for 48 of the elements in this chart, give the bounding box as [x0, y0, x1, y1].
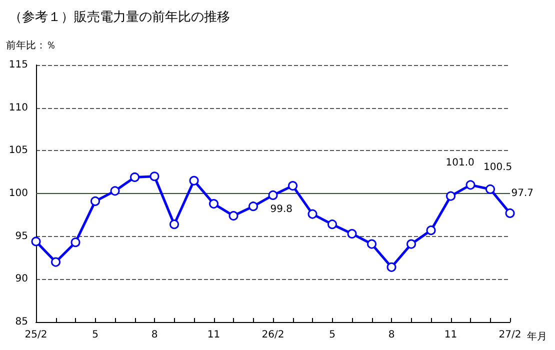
data-label: 100.5: [484, 162, 512, 173]
y-tick-label: 105: [8, 145, 28, 156]
point: [288, 181, 298, 191]
data-label: 101.0: [446, 158, 474, 169]
y-tick-label: 95: [15, 230, 28, 242]
point: [189, 176, 199, 186]
point: [51, 257, 60, 267]
point: [248, 202, 258, 212]
y-tick-label: 90: [15, 274, 28, 285]
point: [308, 209, 318, 219]
data-label: 97.7: [511, 188, 534, 199]
point: [228, 211, 238, 221]
point: [110, 186, 120, 196]
x-axis-title: 年月: [527, 330, 548, 342]
point: [406, 239, 416, 249]
data-label: 99.8: [270, 204, 293, 215]
point: [347, 229, 357, 239]
x-tick-label: 26/2: [262, 330, 284, 340]
x-tick-label: 5: [329, 330, 336, 340]
x-tick-label: 8: [151, 330, 158, 340]
point: [31, 236, 41, 246]
y-tick-label: 100: [8, 188, 28, 199]
point: [130, 172, 140, 182]
x-tick-label: 11: [207, 330, 220, 340]
y-tick-label: 85: [15, 316, 28, 328]
point: [328, 220, 337, 230]
point: [150, 172, 160, 182]
x-tick-label: 25/2: [24, 330, 48, 340]
point: [505, 208, 515, 218]
point: [170, 220, 179, 230]
x-tick-label: 11: [444, 330, 458, 340]
point: [466, 180, 476, 190]
point: [426, 226, 436, 236]
x-tick-label: 27/2: [498, 330, 522, 340]
y-tick-label: 115: [8, 60, 28, 70]
x-tick-label: 8: [388, 330, 395, 340]
point: [446, 191, 456, 201]
point: [209, 199, 218, 209]
point: [268, 190, 278, 200]
point: [70, 238, 80, 248]
chart-title: （参考１）販売電力量の前年比の推移: [9, 10, 230, 25]
point: [486, 184, 495, 194]
point: [367, 239, 376, 249]
point: [386, 262, 396, 272]
y-axis-title: 前年比：％: [6, 40, 56, 52]
y-tick-label: 110: [8, 102, 28, 114]
x-tick-label: 5: [92, 330, 98, 340]
point: [90, 196, 100, 206]
